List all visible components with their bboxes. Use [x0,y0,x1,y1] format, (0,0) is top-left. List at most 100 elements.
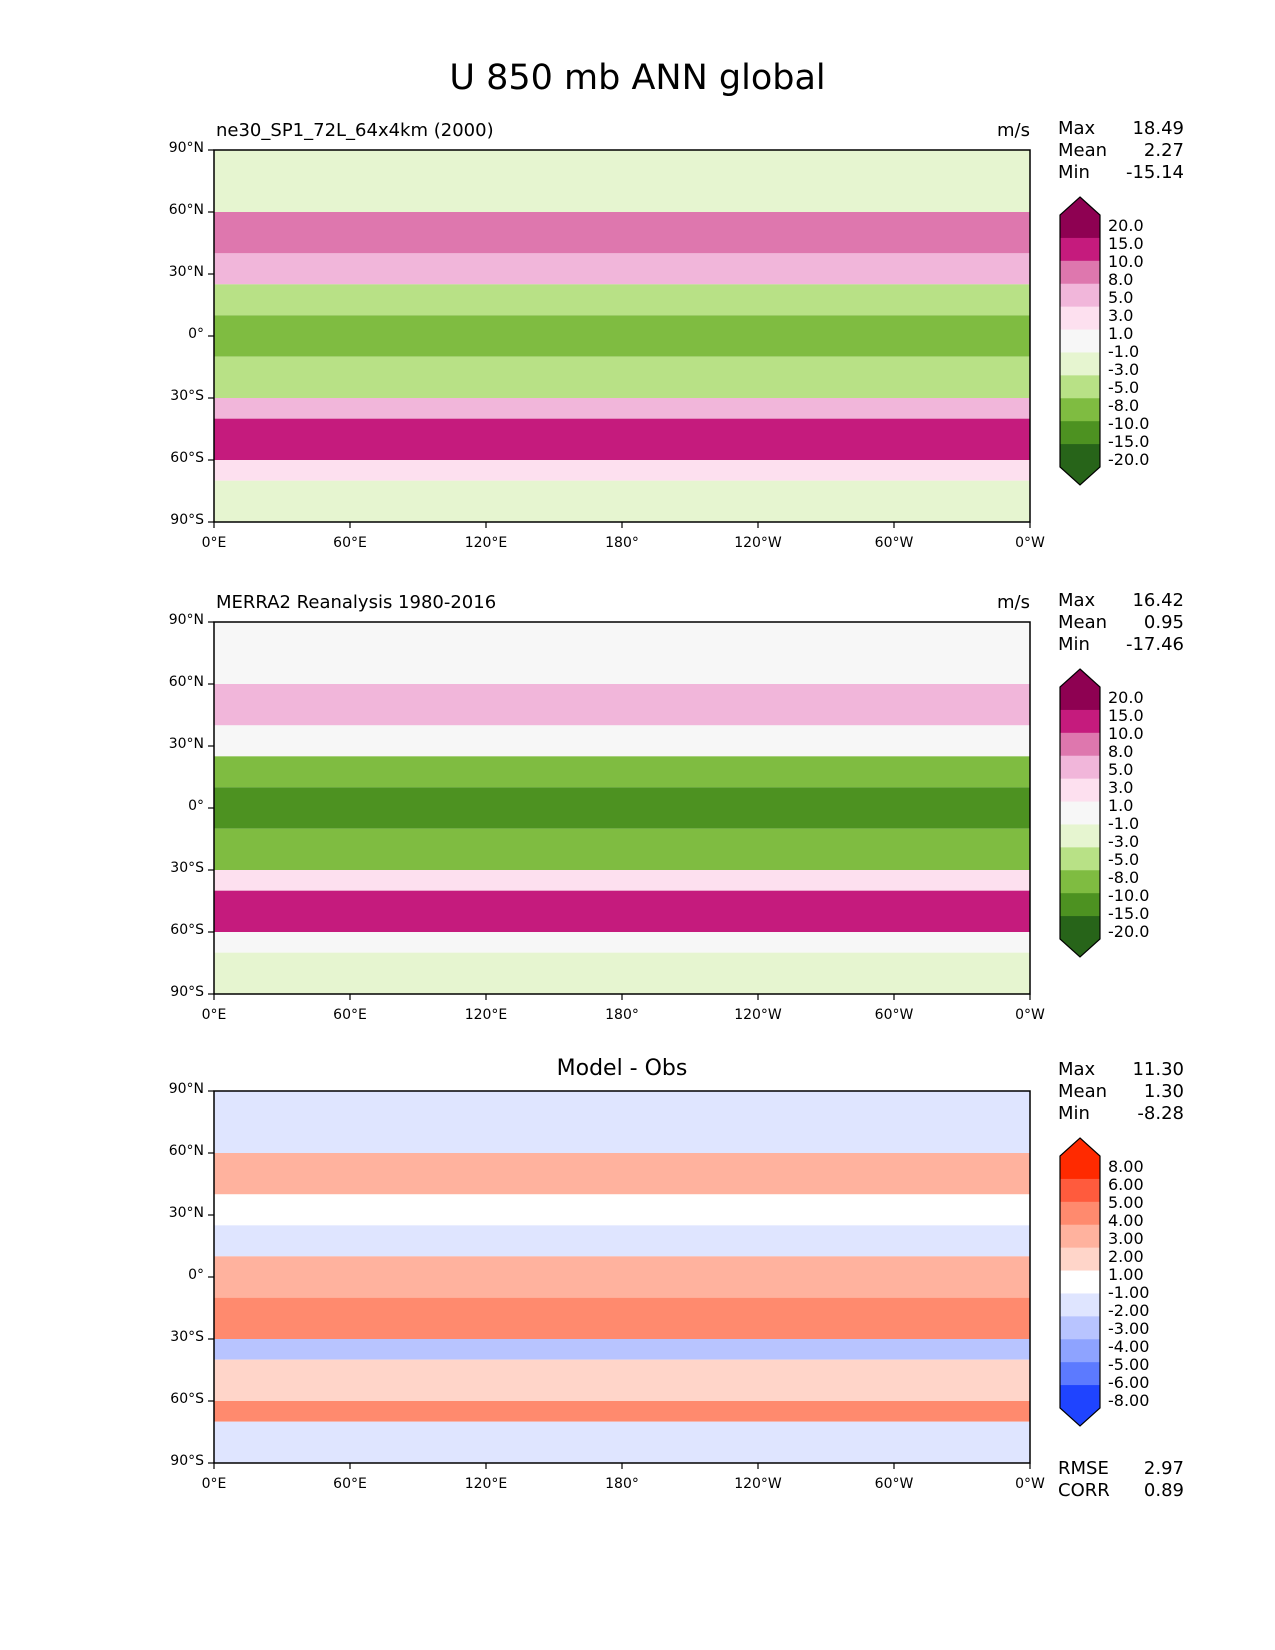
x-tick-label: 60°E [333,535,367,551]
stat-max-label: Max [1058,590,1096,611]
colorbar-tick: 3.0 [1108,778,1134,797]
y-tick-label: 60°N [168,1143,204,1159]
colorbar-tick: -5.00 [1108,1355,1150,1374]
zonal-band [214,932,1030,953]
colorbar-segment [1060,1224,1100,1249]
zonal-band [214,1194,1030,1226]
rmse-label: RMSE [1058,1458,1109,1479]
zonal-band [214,253,1030,285]
colorbar-segment [1060,1293,1100,1317]
panel-model: ne30_SP1_72L_64x4km (2000) m/s 90°N 60°N… [0,118,1275,610]
x-tick-label: 0°E [201,1007,227,1023]
colorbar-extend-max [1060,1138,1100,1156]
colorbar-tick: -4.00 [1108,1337,1150,1356]
colorbar-segment [1060,801,1100,825]
y-tick-label: 90°S [170,1453,204,1469]
stat-min-value: -15.14 [1125,162,1184,183]
zonal-band [214,460,1030,481]
colorbar-tick: -15.0 [1108,432,1150,451]
zonal-band [214,315,1030,357]
zonal-band [214,150,1030,212]
x-tick-label: 60°E [333,1007,367,1023]
y-tick-label: 30°N [168,264,204,280]
zonal-band [214,480,1030,522]
corr-value: 0.89 [1143,1480,1184,1501]
colorbar-segment [1060,709,1100,734]
colorbar-segment [1060,687,1100,711]
y-tick-label: 60°N [168,202,204,218]
colorbar-tick: 1.0 [1108,324,1134,343]
colorbar-segment [1060,847,1100,871]
colorbar [1059,196,1101,486]
x-tick-label: 120°E [464,1007,508,1023]
x-tick-label: 60°W [874,1007,914,1023]
colorbar-segment [1060,893,1100,917]
colorbar-segment [1060,260,1100,285]
colorbar-segment [1060,1178,1100,1203]
colorbar-extend-max [1060,197,1100,215]
stat-max-value: 18.49 [1132,118,1184,139]
colorbar-tick: -3.0 [1108,360,1140,379]
colorbar-tick: 1.0 [1108,796,1134,815]
colorbar-tick: 20.0 [1108,688,1144,707]
colorbar-outline [1059,1137,1101,1427]
colorbar-segment [1060,398,1100,422]
zonal-band [214,828,1030,870]
map-plot [208,621,1031,1000]
y-tick-label: 0° [188,1267,204,1283]
colorbar-tick: 4.00 [1108,1211,1144,1230]
y-tick-label: 30°S [170,388,204,404]
zonal-band [214,284,1030,316]
y-tick-label: 0° [188,798,204,814]
y-tick-label: 60°S [170,450,204,466]
zonal-band [214,870,1030,891]
colorbar-tick: 5.0 [1108,288,1134,307]
zonal-band [214,1153,1030,1195]
x-tick-label: 120°E [464,1476,508,1492]
x-tick-label: 120°W [734,1007,782,1023]
colorbar-tick: 3.0 [1108,306,1134,325]
colorbar-segment [1060,1270,1100,1294]
colorbar-tick: -6.00 [1108,1373,1150,1392]
colorbar-tick: -1.0 [1108,814,1140,833]
colorbar-tick: 20.0 [1108,216,1144,235]
y-tick-label: 60°S [170,1391,204,1407]
colorbar-tick: 10.0 [1108,724,1144,743]
colorbar-segment [1060,375,1100,399]
rmse-value: 2.97 [1143,1458,1184,1479]
colorbar-segment [1060,1247,1100,1272]
y-tick-label: 90°S [170,512,204,528]
panel-title: MERRA2 Reanalysis 1980-2016 [216,592,497,613]
map-plot [208,149,1031,528]
y-tick-label: 60°N [168,674,204,690]
colorbar-tick: 5.0 [1108,760,1134,779]
x-tick-label: 180° [605,1007,639,1023]
colorbar-tick: -10.0 [1108,886,1150,905]
y-tick-label: 90°N [168,1081,204,1097]
colorbar-tick: 2.00 [1108,1247,1144,1266]
x-tick-label: 180° [605,535,639,551]
colorbar-tick: -20.0 [1108,450,1150,469]
colorbar-segment [1060,824,1100,848]
zonal-band [214,212,1030,254]
stat-max-label: Max [1058,1059,1096,1080]
colorbar-segment [1060,1156,1100,1180]
colorbar-tick: -8.0 [1108,868,1140,887]
colorbar-segment [1060,778,1100,803]
zonal-band [214,1256,1030,1298]
zonal-band [214,1401,1030,1422]
colorbar-segment [1060,1362,1100,1386]
colorbar-tick: 8.00 [1108,1157,1144,1176]
colorbar-segment [1060,1201,1100,1226]
colorbar-tick: -15.0 [1108,904,1150,923]
colorbar-tick: -2.00 [1108,1301,1150,1320]
colorbar-extend-min [1060,467,1100,485]
colorbar-tick: -8.0 [1108,396,1140,415]
colorbar-tick: 3.00 [1108,1229,1144,1248]
colorbar-segment [1060,1316,1100,1340]
x-tick-label: 0°E [201,1476,227,1492]
zonal-band [214,1297,1030,1339]
zonal-band [214,890,1030,932]
colorbar-segment [1060,916,1100,940]
colorbar-segment [1060,237,1100,262]
